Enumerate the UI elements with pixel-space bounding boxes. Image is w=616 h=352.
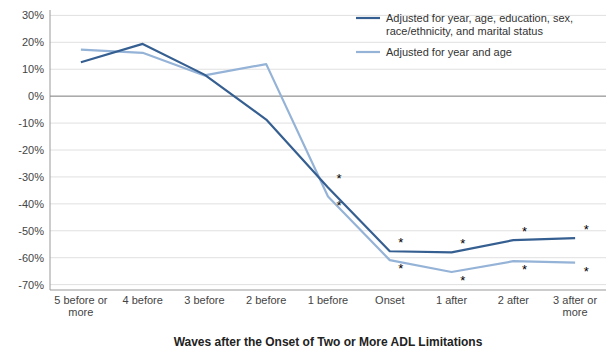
plot-frame-bottom xyxy=(50,290,606,291)
legend-label: Adjusted for year, age, education, sex,r… xyxy=(386,12,573,37)
annotation: * xyxy=(460,236,465,251)
x-tick-label: 2 after xyxy=(498,294,530,306)
legend: Adjusted for year, age, education, sex,r… xyxy=(356,12,573,58)
annotation: * xyxy=(398,261,403,276)
annotation: * xyxy=(584,264,589,279)
legend-swatch xyxy=(356,51,380,53)
grid-line xyxy=(50,42,606,43)
x-tick-label: 2 before xyxy=(246,294,286,306)
x-tick-label: 3 before xyxy=(184,294,224,306)
zero-line xyxy=(50,96,606,97)
x-tick-label: 5 before ormore xyxy=(54,294,108,318)
annotation: * xyxy=(522,224,527,239)
y-axis-line xyxy=(50,10,51,290)
y-tick-label: 10% xyxy=(22,63,44,75)
x-tick-label: 4 before xyxy=(122,294,162,306)
x-tick-label: Onset xyxy=(375,294,404,306)
y-tick-label: -20% xyxy=(18,144,44,156)
y-tick-label: -70% xyxy=(18,279,44,291)
x-tick-label: 1 before xyxy=(308,294,348,306)
y-tick-label: -30% xyxy=(18,171,44,183)
annotation: * xyxy=(522,262,527,277)
grid-line xyxy=(50,69,606,70)
annotation: * xyxy=(460,273,465,288)
grid-line xyxy=(50,150,606,151)
x-axis-label: Waves after the Onset of Two or More ADL… xyxy=(174,335,483,349)
series-line xyxy=(81,50,575,272)
grid xyxy=(50,15,606,284)
legend-label: Adjusted for year and age xyxy=(386,46,512,58)
grid-line xyxy=(50,123,606,124)
grid-line xyxy=(50,96,606,97)
series-line xyxy=(81,44,575,252)
y-tick-label: -10% xyxy=(18,117,44,129)
legend-swatch xyxy=(356,17,380,19)
y-tick-label: 0% xyxy=(28,90,44,102)
x-tick-label: 3 after ormore xyxy=(553,294,597,318)
grid-line xyxy=(50,257,606,258)
y-tick-label: -50% xyxy=(18,225,44,237)
grid-line xyxy=(50,203,606,204)
annotation: * xyxy=(398,235,403,250)
y-tick-label: -60% xyxy=(18,252,44,264)
y-tick-label: 30% xyxy=(22,9,44,21)
chart: -70% -60% -50% -40% -30% -20% -10% 0% 10% 20% 30% 5… xyxy=(0,0,616,352)
grid-line xyxy=(50,284,606,285)
grid-line xyxy=(50,176,606,177)
annotation: * xyxy=(337,171,342,186)
x-tick-label: 1 after xyxy=(436,294,468,306)
annotation: * xyxy=(337,198,342,213)
y-tick-label: 20% xyxy=(22,36,44,48)
annotation: * xyxy=(584,222,589,237)
y-tick-label: -40% xyxy=(18,198,44,210)
series-lines xyxy=(81,44,575,272)
